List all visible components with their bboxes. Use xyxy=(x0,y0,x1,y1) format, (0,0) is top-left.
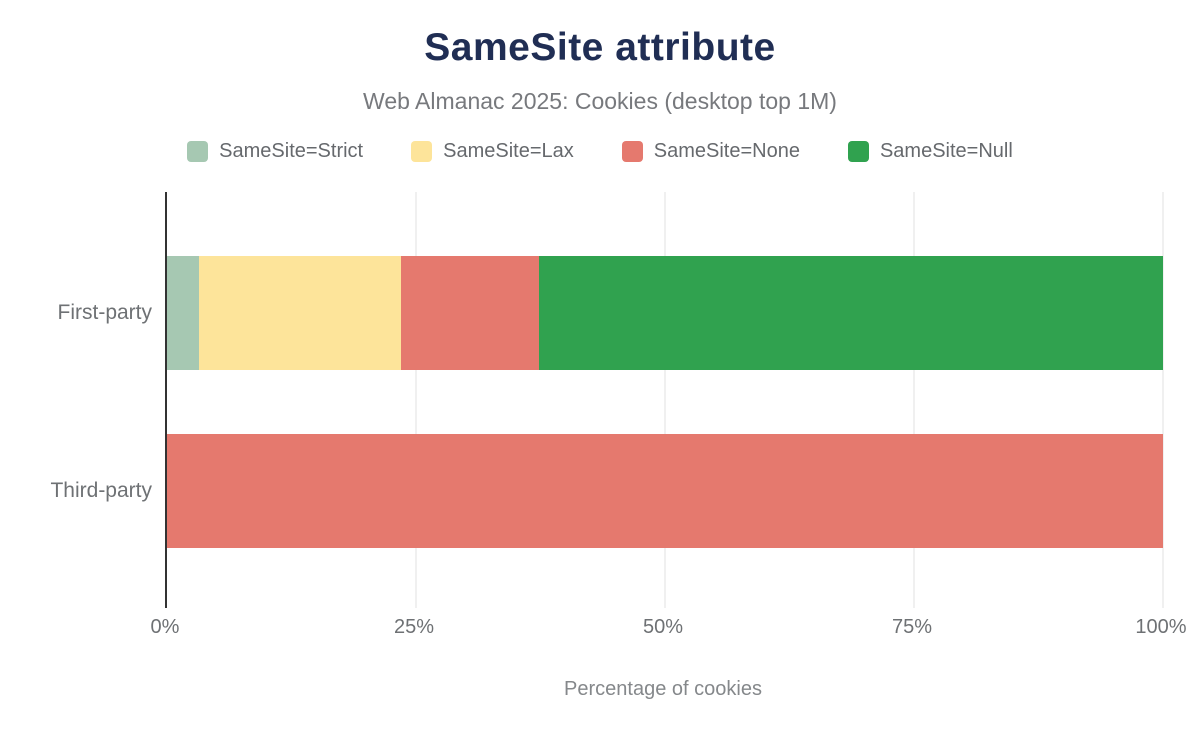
bar-segment-first-party-samesite-null xyxy=(539,256,1163,370)
x-tick-0: 0% xyxy=(150,616,180,638)
legend-swatch-samesite-strict xyxy=(187,141,209,162)
chart-subtitle: Web Almanac 2025: Cookies (desktop top 1… xyxy=(363,88,837,114)
bar-segment-third-party-samesite-none xyxy=(167,434,1163,548)
gridline-25 xyxy=(415,192,417,608)
legend-item-samesite-lax: SameSite=Lax xyxy=(411,140,574,163)
plot-area xyxy=(165,192,1164,608)
legend-item-samesite-none: SameSite=None xyxy=(621,140,800,163)
legend-item-samesite-strict: SameSite=Strict xyxy=(187,140,363,163)
bar-segment-first-party-samesite-none xyxy=(401,256,540,370)
y-label-first-party: First-party xyxy=(57,301,153,324)
x-tick-50: 50% xyxy=(642,616,684,638)
bar-segment-first-party-samesite-lax xyxy=(198,256,402,370)
gridline-100 xyxy=(1162,192,1164,608)
x-tick-25: 25% xyxy=(393,616,435,638)
legend-swatch-samesite-lax xyxy=(411,141,433,162)
legend-item-samesite-null: SameSite=Null xyxy=(847,140,1013,163)
bar-third-party xyxy=(167,434,1163,548)
legend: SameSite=Strict SameSite=Lax SameSite=None… xyxy=(0,140,1200,163)
bar-segment-first-party-samesite-strict xyxy=(167,256,199,370)
x-axis-title: Percentage of cookies xyxy=(564,678,762,700)
legend-label-samesite-lax: SameSite=Lax xyxy=(443,140,574,162)
x-tick-100: 100% xyxy=(1135,616,1187,638)
legend-swatch-samesite-null xyxy=(847,141,869,162)
chart-title: SameSite attribute xyxy=(424,26,776,69)
legend-swatch-samesite-none xyxy=(621,141,643,162)
bar-first-party xyxy=(167,256,1163,370)
legend-label-samesite-none: SameSite=None xyxy=(653,140,800,162)
gridline-75 xyxy=(913,192,915,608)
x-tick-75: 75% xyxy=(891,616,933,638)
legend-label-samesite-null: SameSite=Null xyxy=(879,140,1013,162)
gridline-50 xyxy=(664,192,666,608)
y-label-third-party: Third-party xyxy=(50,479,152,502)
legend-label-samesite-strict: SameSite=Strict xyxy=(219,140,364,162)
